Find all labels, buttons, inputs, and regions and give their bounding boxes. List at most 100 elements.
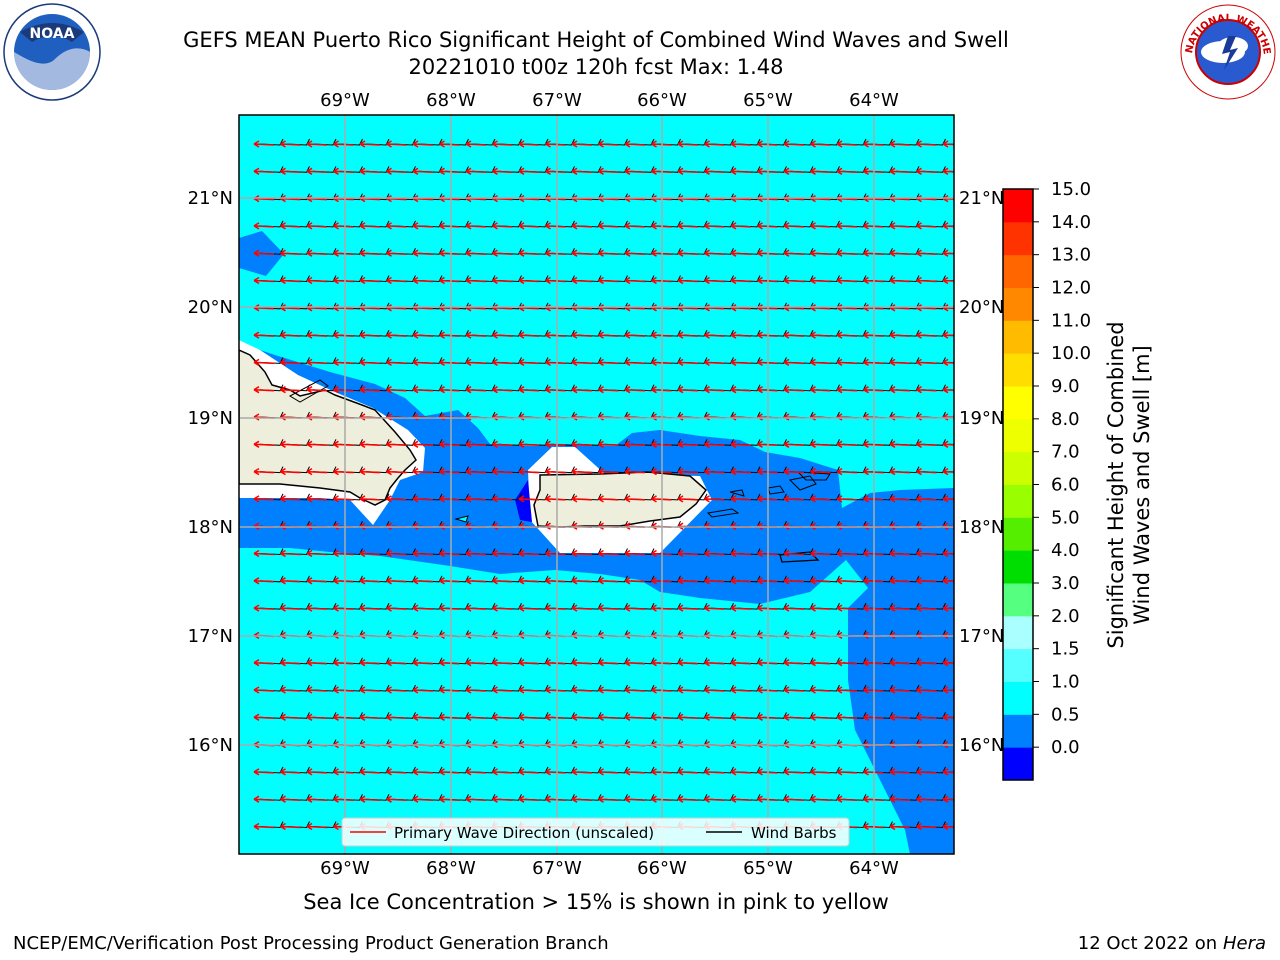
wave-direction-arrow (571, 386, 593, 394)
colorbar-segment (1003, 287, 1033, 321)
colorbar-segment (1003, 681, 1033, 715)
wave-direction-arrow (386, 577, 407, 585)
wave-direction-arrow (545, 713, 566, 721)
lon-labels-bottom: 69°W 68°W 67°W 66°W 65°W 64°W (320, 858, 899, 879)
wave-direction-arrow (359, 249, 381, 257)
wave-direction-arrow (306, 577, 328, 585)
wave-direction-arrow (836, 222, 858, 230)
wave-direction-arrow (306, 358, 328, 367)
wave-direction-arrow (492, 795, 513, 803)
wave-direction-arrow (571, 140, 593, 148)
wave-direction-arrow (624, 276, 646, 285)
wave-direction-arrow (359, 222, 381, 230)
lat-label: 17°N (188, 626, 233, 647)
wave-direction-arrow (598, 140, 619, 148)
wave-direction-arrow (465, 386, 487, 394)
wave-direction-arrow (810, 140, 831, 148)
wave-direction-arrow (253, 276, 275, 285)
colorbar-tick-label: 9.0 (1051, 376, 1080, 397)
wave-direction-arrow (677, 768, 699, 776)
colorbar-segment (1003, 386, 1033, 420)
wave-direction-arrow (810, 768, 831, 776)
wave-direction-arrow (783, 249, 805, 257)
vieques-island (706, 508, 740, 518)
wave-direction-arrow (942, 795, 954, 803)
wave-direction-arrow (333, 222, 354, 230)
wave-direction-arrow (386, 713, 407, 721)
wave-direction-arrow (836, 249, 858, 257)
wave-direction-arrow (412, 795, 434, 803)
colorbar-tick-label: 0.0 (1051, 737, 1080, 758)
wave-direction-arrow (916, 604, 937, 612)
wave-direction-arrow (306, 249, 328, 257)
wave-direction-arrow (942, 822, 954, 831)
wave-direction-arrow (439, 604, 460, 612)
st-thomas-island (767, 485, 785, 495)
wave-direction-arrow (253, 331, 275, 339)
wave-direction-arrow (942, 140, 954, 148)
wave-direction-arrow (386, 795, 407, 803)
wave-direction-arrow (492, 659, 513, 667)
mona-island (454, 515, 469, 523)
wave-direction-arrow (412, 249, 434, 257)
wave-direction-arrow (730, 331, 752, 339)
wave-direction-arrow (704, 549, 725, 558)
nws-logo: NATIONAL WEATHER SERVICE (1178, 2, 1276, 100)
wave-direction-arrow (465, 167, 487, 175)
colorbar-ticks: 15.0 14.0 13.0 12.0 11.0 10.0 9.0 8.0 7.0 6.0 5.0 4… (1033, 179, 1091, 758)
lon-label: 65°W (743, 858, 793, 879)
wave-direction-arrow (465, 549, 487, 558)
wave-direction-arrow (836, 331, 858, 339)
wave-direction-arrow (598, 358, 619, 367)
wave-direction-arrow (730, 249, 752, 257)
wave-direction-arrow (836, 358, 858, 367)
wave-direction-arrow (624, 140, 646, 148)
wave-direction-arrow (306, 440, 328, 448)
wave-direction-arrow (306, 386, 328, 394)
wave-direction-arrow (916, 713, 937, 721)
wave-direction-arrow (359, 713, 381, 721)
wave-direction-arrow (677, 795, 699, 803)
wave-direction-arrow (386, 167, 407, 175)
wave-direction-arrow (280, 713, 301, 721)
wave-direction-arrow (810, 440, 831, 448)
wave-direction-arrow (412, 495, 434, 503)
wave-direction-arrow (306, 495, 328, 503)
wave-direction-arrow (916, 386, 937, 394)
colorbar (1002, 188, 1034, 781)
wave-direction-arrow (253, 659, 275, 667)
wave-direction-arrow (306, 140, 328, 148)
lon-label: 66°W (637, 858, 687, 879)
wave-direction-arrow (280, 659, 301, 667)
wave-direction-arrow (916, 167, 937, 175)
wave-direction-arrow (333, 249, 354, 257)
wave-direction-arrow (783, 358, 805, 367)
wave-direction-arrow (704, 577, 725, 585)
wave-direction-arrow (518, 222, 540, 230)
wave-direction-arrow (439, 768, 460, 776)
wave-direction-arrow (677, 495, 699, 503)
wave-direction-arrow (598, 249, 619, 257)
wave-direction-arrow (810, 386, 831, 394)
wave-direction-arrow (624, 167, 646, 175)
wave-direction-arrow (518, 659, 540, 667)
wave-direction-arrow (253, 549, 275, 558)
wave-direction-arrow (704, 440, 725, 448)
wave-direction-arrow (704, 276, 725, 285)
wave-direction-arrow (518, 358, 540, 367)
wave-direction-arrow (465, 222, 487, 230)
wave-direction-arrow (810, 549, 831, 558)
wave-direction-arrow (253, 222, 275, 230)
wave-direction-arrow (624, 686, 646, 694)
wave-direction-arrow (359, 276, 381, 285)
wave-direction-arrow (492, 140, 513, 148)
wave-direction-arrow (386, 276, 407, 285)
wave-direction-arrow (412, 276, 434, 285)
wave-direction-arrow (704, 167, 725, 175)
wave-direction-arrow (677, 222, 699, 230)
colorbar-tick-label: 7.0 (1051, 442, 1080, 463)
wave-direction-arrow (783, 659, 805, 667)
wave-direction-arrow (545, 549, 566, 558)
wave-direction-arrow (465, 577, 487, 585)
wave-direction-arrow (704, 331, 725, 339)
